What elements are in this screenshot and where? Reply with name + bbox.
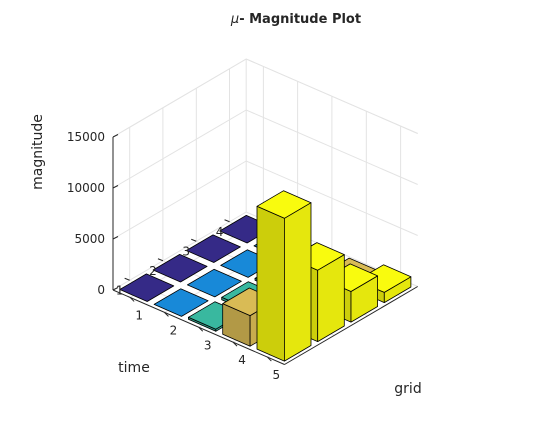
grid-tick-mark [232, 341, 238, 347]
bar-grid-2-time-2 [186, 268, 242, 298]
time-tick-label: 3 [182, 244, 190, 258]
bar-grid-1-time-3 [185, 234, 241, 263]
time-tick-label: 4 [216, 225, 224, 239]
z-tick-label: 0 [97, 283, 105, 297]
grid-tick-label: 2 [170, 323, 178, 337]
x-axis-line [284, 286, 418, 365]
z-tick-label: 5000 [74, 232, 105, 246]
bar-top-face [152, 253, 208, 283]
grid-tick-label: 1 [135, 308, 143, 322]
z-tick-label: 15000 [67, 130, 105, 144]
z-tick-mark [112, 287, 119, 291]
time-tick-mark [157, 258, 164, 262]
bar-top-face [185, 234, 241, 263]
grid-tick-mark [129, 297, 135, 302]
z-axis-label: magnitude [30, 114, 46, 190]
y-axis-label: time [118, 360, 150, 376]
bar-grid-1-time-1 [119, 273, 175, 302]
grid-tick-mark [266, 356, 272, 362]
grid-tick-label: 3 [204, 338, 212, 352]
bar-grid-1-time-2 [152, 253, 208, 283]
bar-top-face [186, 268, 242, 298]
bar-grid-2-time-1 [153, 288, 209, 317]
grid-tick-label: 5 [273, 368, 281, 382]
grid-top-edge [112, 58, 418, 138]
time-tick-mark [124, 277, 130, 281]
tick-layer: 0 5000 10000 15000 1 2 3 4 1 2 3 4 5 [67, 130, 280, 382]
x-axis-label: grid [394, 381, 421, 397]
chart-title-symbol: μ [230, 12, 239, 27]
time-tick-label: 2 [149, 264, 157, 278]
bar-front-face [256, 205, 285, 362]
time-tick-mark [191, 238, 197, 242]
bar-top-face [119, 273, 175, 302]
z-tick-mark [112, 236, 119, 240]
bar-grid-5-time-1 [256, 190, 312, 362]
grid-tick-mark [164, 311, 169, 317]
chart-title-text: - Magnitude Plot [239, 12, 361, 27]
grid-line-z [112, 109, 418, 189]
bar-top-face [153, 288, 209, 317]
bar-top-face [256, 190, 312, 219]
grid-line-z [112, 58, 418, 138]
grid-tick-mark [198, 326, 204, 332]
z-tick-mark [112, 185, 119, 189]
chart-title: μ- Magnitude Plot [230, 12, 361, 27]
z-tick-mark [112, 134, 119, 138]
bar-layer [119, 190, 412, 362]
time-tick-mark [224, 219, 230, 223]
bar-side-face [283, 202, 312, 362]
grid-tick-label: 4 [238, 353, 246, 367]
z-tick-label: 10000 [67, 181, 105, 195]
axis-layer [112, 134, 418, 365]
time-tick-label: 1 [116, 283, 124, 297]
